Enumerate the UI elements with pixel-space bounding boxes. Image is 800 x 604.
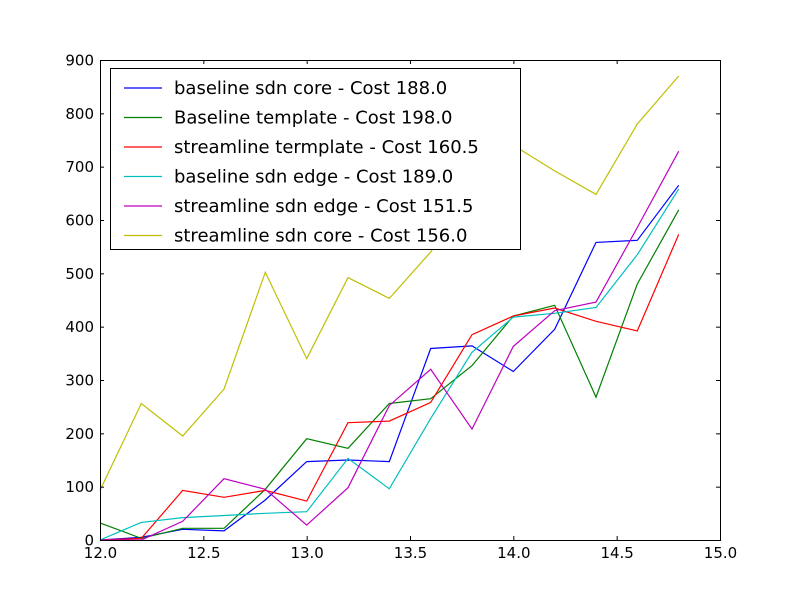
legend-label-3: streamline termplate - Cost 160.5 — [174, 137, 479, 158]
y-tick-label: 600 — [65, 212, 94, 230]
legend-label-4: baseline sdn edge - Cost 189.0 — [174, 167, 453, 188]
legend-label-6: streamline sdn core - Cost 156.0 — [174, 226, 467, 247]
y-tick-label: 900 — [65, 52, 94, 70]
legend: baseline sdn core - Cost 188.0 Baseline t… — [110, 68, 521, 250]
legend-label-5: streamline sdn edge - Cost 151.5 — [174, 196, 473, 217]
x-tick-label: 13.5 — [394, 544, 427, 562]
y-tick-label: 700 — [65, 158, 94, 176]
series-line-3 — [99, 234, 680, 541]
series-line-2 — [99, 209, 680, 540]
y-tick-label: 300 — [65, 372, 94, 390]
y-tick-label: 800 — [65, 105, 94, 123]
y-tick-label: 200 — [65, 425, 94, 443]
y-tick-label: 100 — [65, 478, 94, 496]
series-line-1 — [99, 184, 680, 541]
x-tick-label: 14.0 — [497, 544, 530, 562]
ticks-layer: 12.0 12.5 13.0 13.5 14.0 14.5 15.0 0 100 200 300 40… — [65, 52, 737, 563]
y-tick-label: 500 — [65, 265, 94, 283]
series-line-6 — [99, 75, 680, 491]
x-tick-label: 12.0 — [84, 544, 117, 562]
series-line-5 — [100, 150, 680, 541]
legend-box — [110, 68, 521, 250]
x-tick-label: 13.0 — [290, 544, 323, 562]
y-tick-label: 400 — [65, 318, 94, 336]
x-tick-label: 12.5 — [187, 544, 220, 562]
legend-label-2: Baseline template - Cost 198.0 — [174, 108, 453, 129]
x-tick-label: 14.5 — [600, 544, 633, 562]
legend-label-1: baseline sdn core - Cost 188.0 — [174, 78, 447, 99]
series-line-4 — [99, 188, 680, 541]
x-tick-label: 15.0 — [704, 544, 737, 562]
series-layer — [99, 75, 680, 541]
y-tick-label: 0 — [84, 532, 94, 550]
